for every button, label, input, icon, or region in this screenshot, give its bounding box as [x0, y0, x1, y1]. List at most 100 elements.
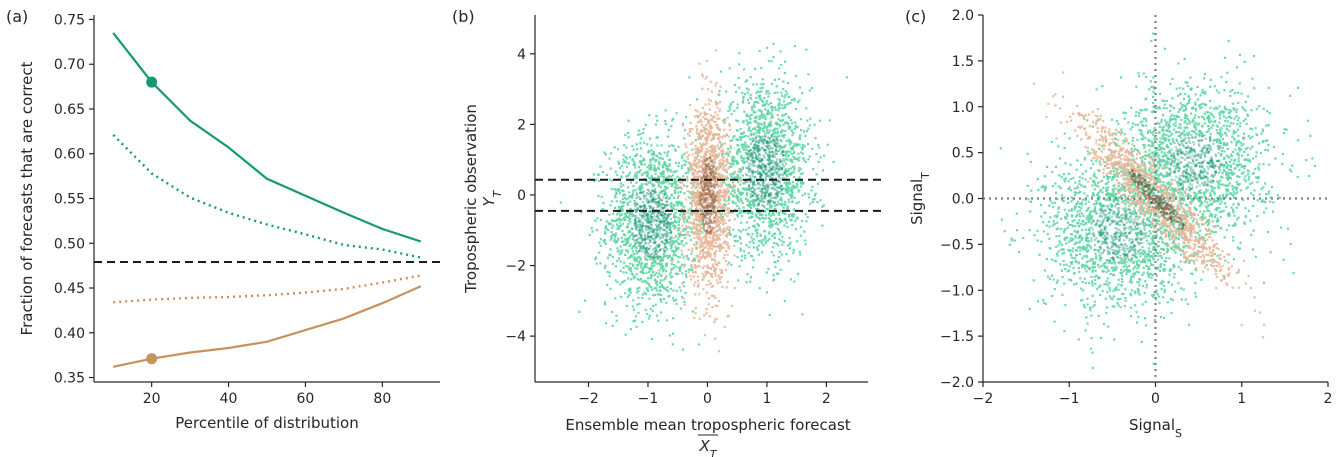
- b-density-point-green: [810, 189, 813, 192]
- b-density-point-green: [770, 116, 773, 120]
- b-density-point-green: [621, 201, 624, 204]
- c-panel-label: (c): [905, 7, 926, 26]
- b-density-point-green: [660, 144, 663, 147]
- c-density-point-green: [1032, 279, 1035, 282]
- b-density-point-green: [616, 187, 619, 190]
- b-density-point-green: [668, 182, 671, 185]
- b-density-point-orange: [700, 183, 703, 186]
- b-density-point-green: [764, 132, 767, 135]
- b-density-point-orange: [728, 218, 731, 222]
- b-density-point-green: [663, 215, 666, 219]
- b-density-point-green: [767, 267, 770, 270]
- b-density-point-green: [748, 205, 751, 208]
- b-density-point-green: [684, 116, 688, 119]
- b-density-point-green: [646, 289, 649, 292]
- b-density-point-green: [669, 273, 672, 276]
- b-density-point-orange: [708, 119, 711, 122]
- c-density-point-green: [1106, 277, 1109, 280]
- b-density-point-green: [747, 150, 751, 153]
- b-density-point-green: [638, 192, 641, 195]
- b-density-point-green: [796, 183, 799, 186]
- b-density-point-green: [635, 291, 639, 294]
- b-density-point-green: [644, 242, 647, 245]
- b-density-point-green: [765, 92, 768, 95]
- b-density-point-green: [677, 161, 681, 164]
- b-density-point-green: [639, 225, 642, 228]
- b-density-point-green: [657, 166, 660, 169]
- b-density-point-green: [649, 235, 652, 238]
- b-density-point-green: [647, 164, 651, 167]
- b-density-point-orange: [701, 75, 704, 78]
- b-density-point-green: [816, 200, 819, 204]
- b-density-point-green: [677, 145, 680, 148]
- b-density-point-green: [608, 178, 611, 181]
- b-density-point-orange: [693, 284, 696, 287]
- b-density-point-orange: [704, 273, 708, 276]
- c-density-point-green: [1062, 196, 1066, 199]
- b-density-point-green: [629, 181, 633, 184]
- b-density-point-green: [613, 187, 616, 191]
- b-density-point-green: [654, 250, 657, 253]
- b-density-point-green: [625, 175, 628, 178]
- b-density-point-orange: [720, 271, 723, 274]
- b-density-point-green: [637, 209, 640, 212]
- b-density-point-green: [642, 208, 645, 211]
- b-density-point-green: [681, 154, 684, 157]
- b-density-point-green: [663, 220, 666, 223]
- b-density-point-green: [673, 170, 676, 173]
- b-density-point-green: [780, 239, 783, 242]
- b-density-point-green: [778, 165, 781, 168]
- b-density-point-green: [645, 292, 648, 295]
- b-density-point-green: [786, 191, 789, 194]
- b-density-point-orange: [690, 143, 693, 146]
- b-density-point-green: [679, 265, 682, 268]
- b-density-point-green: [643, 247, 646, 250]
- b-density-point-green: [736, 103, 739, 106]
- b-density-point-green: [628, 191, 631, 194]
- b-density-point-green: [633, 253, 636, 256]
- b-density-point-green: [654, 123, 657, 126]
- b-density-point-orange: [721, 136, 724, 139]
- b-density-point-green: [651, 189, 654, 192]
- b-density-point-green: [779, 184, 782, 187]
- b-density-point-green: [691, 268, 694, 271]
- b-density-point-green: [680, 210, 683, 214]
- a-ytick-label: 0.40: [54, 326, 85, 342]
- b-density-point-green: [675, 265, 678, 268]
- b-density-point-orange: [715, 250, 718, 253]
- b-density-point-green: [753, 128, 756, 131]
- b-density-point-green: [666, 224, 669, 227]
- b-density-point-green: [609, 167, 612, 170]
- b-density-point-green: [620, 205, 623, 208]
- b-density-point-green: [791, 223, 794, 227]
- b-density-point-green: [629, 262, 632, 265]
- b-density-point-green: [801, 172, 804, 175]
- b-density-point-orange: [728, 226, 732, 229]
- c-density-point-green: [1145, 324, 1148, 327]
- b-density-point-orange: [737, 170, 740, 173]
- b-density-point-orange: [726, 280, 729, 283]
- b-density-point-orange: [714, 199, 717, 202]
- b-density-point-green: [798, 250, 801, 254]
- b-density-point-green: [759, 184, 762, 187]
- b-density-point-orange: [694, 186, 697, 189]
- b-density-point-orange: [725, 208, 728, 211]
- b-density-point-green: [637, 220, 640, 223]
- b-density-point-orange: [711, 237, 714, 240]
- b-density-point-orange: [727, 314, 730, 317]
- b-density-point-green: [662, 175, 666, 178]
- b-density-point-green: [618, 218, 621, 221]
- b-density-point-orange: [703, 156, 706, 159]
- b-density-point-orange: [705, 140, 708, 143]
- b-density-point-orange: [715, 175, 718, 178]
- b-density-point-green: [782, 80, 785, 83]
- b-density-point-green: [638, 256, 641, 259]
- b-density-point-green: [654, 259, 657, 262]
- b-density-point-green: [673, 189, 676, 192]
- b-density-point-orange: [701, 236, 704, 239]
- b-density-point-green: [748, 175, 751, 178]
- b-density-point-green: [659, 220, 662, 223]
- b-density-point-green: [799, 168, 802, 171]
- b-density-point-orange: [696, 233, 699, 236]
- b-density-point-green: [620, 252, 623, 255]
